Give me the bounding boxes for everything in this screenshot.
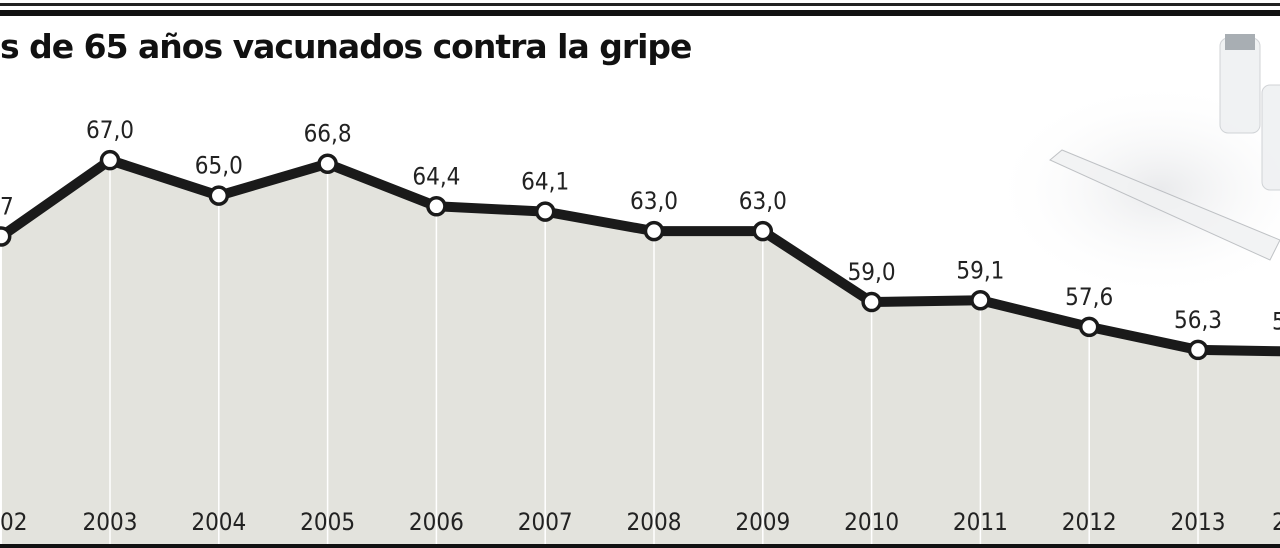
x-tick-label: 2005 [300, 508, 355, 536]
x-tick-label: 2008 [627, 508, 682, 536]
value-label: 5 [1272, 308, 1280, 336]
x-tick-label: 02 [0, 508, 27, 536]
value-label: 7 [0, 192, 14, 220]
point [0, 226, 12, 247]
value-label: 65,0 [195, 152, 243, 180]
value-label: 66,8 [304, 120, 352, 148]
x-tick-label: 2003 [83, 508, 138, 536]
point [426, 196, 447, 217]
value-label: 63,0 [630, 187, 678, 215]
value-label: 67,0 [86, 116, 134, 144]
chart-title: s de 65 años vacunados contra la gripe [0, 27, 691, 66]
x-tick-label: 2013 [1171, 508, 1226, 536]
plot-area: 7 02 67,0 2003 65,0 2004 66,8 2005 64,4 2006 64,1 2… [0, 116, 1280, 545]
x-tick-label: 2010 [844, 508, 899, 536]
top-rule [0, 3, 1280, 6]
point [643, 220, 665, 242]
x-tick-label: 2006 [409, 508, 464, 536]
value-label: 64,4 [412, 162, 460, 190]
value-label: 57,6 [1065, 283, 1113, 311]
point [208, 185, 230, 206]
x-tick-label: 2007 [518, 508, 573, 536]
x-tick-label: 2004 [191, 508, 246, 536]
point [317, 153, 338, 174]
area [1, 160, 1280, 545]
point [534, 201, 556, 222]
x-tick-label: 2011 [953, 508, 1008, 536]
value-label: 64,1 [521, 168, 569, 196]
x-tick-label: 2009 [735, 508, 790, 536]
point [1187, 339, 1209, 361]
point [99, 149, 121, 171]
point [861, 291, 882, 313]
bottom-rule [0, 544, 1280, 548]
top-rule [0, 10, 1280, 16]
value-label: 59,1 [956, 256, 1004, 284]
value-label: 63,0 [739, 187, 787, 215]
point [752, 220, 774, 242]
point [1078, 316, 1100, 338]
x-tick-label: 2012 [1062, 508, 1117, 536]
x-tick-label: 2 [1272, 508, 1280, 536]
value-label: 59,0 [848, 258, 896, 286]
value-label: 56,3 [1174, 306, 1222, 334]
point [970, 290, 991, 311]
syringe-image [1049, 34, 1280, 261]
